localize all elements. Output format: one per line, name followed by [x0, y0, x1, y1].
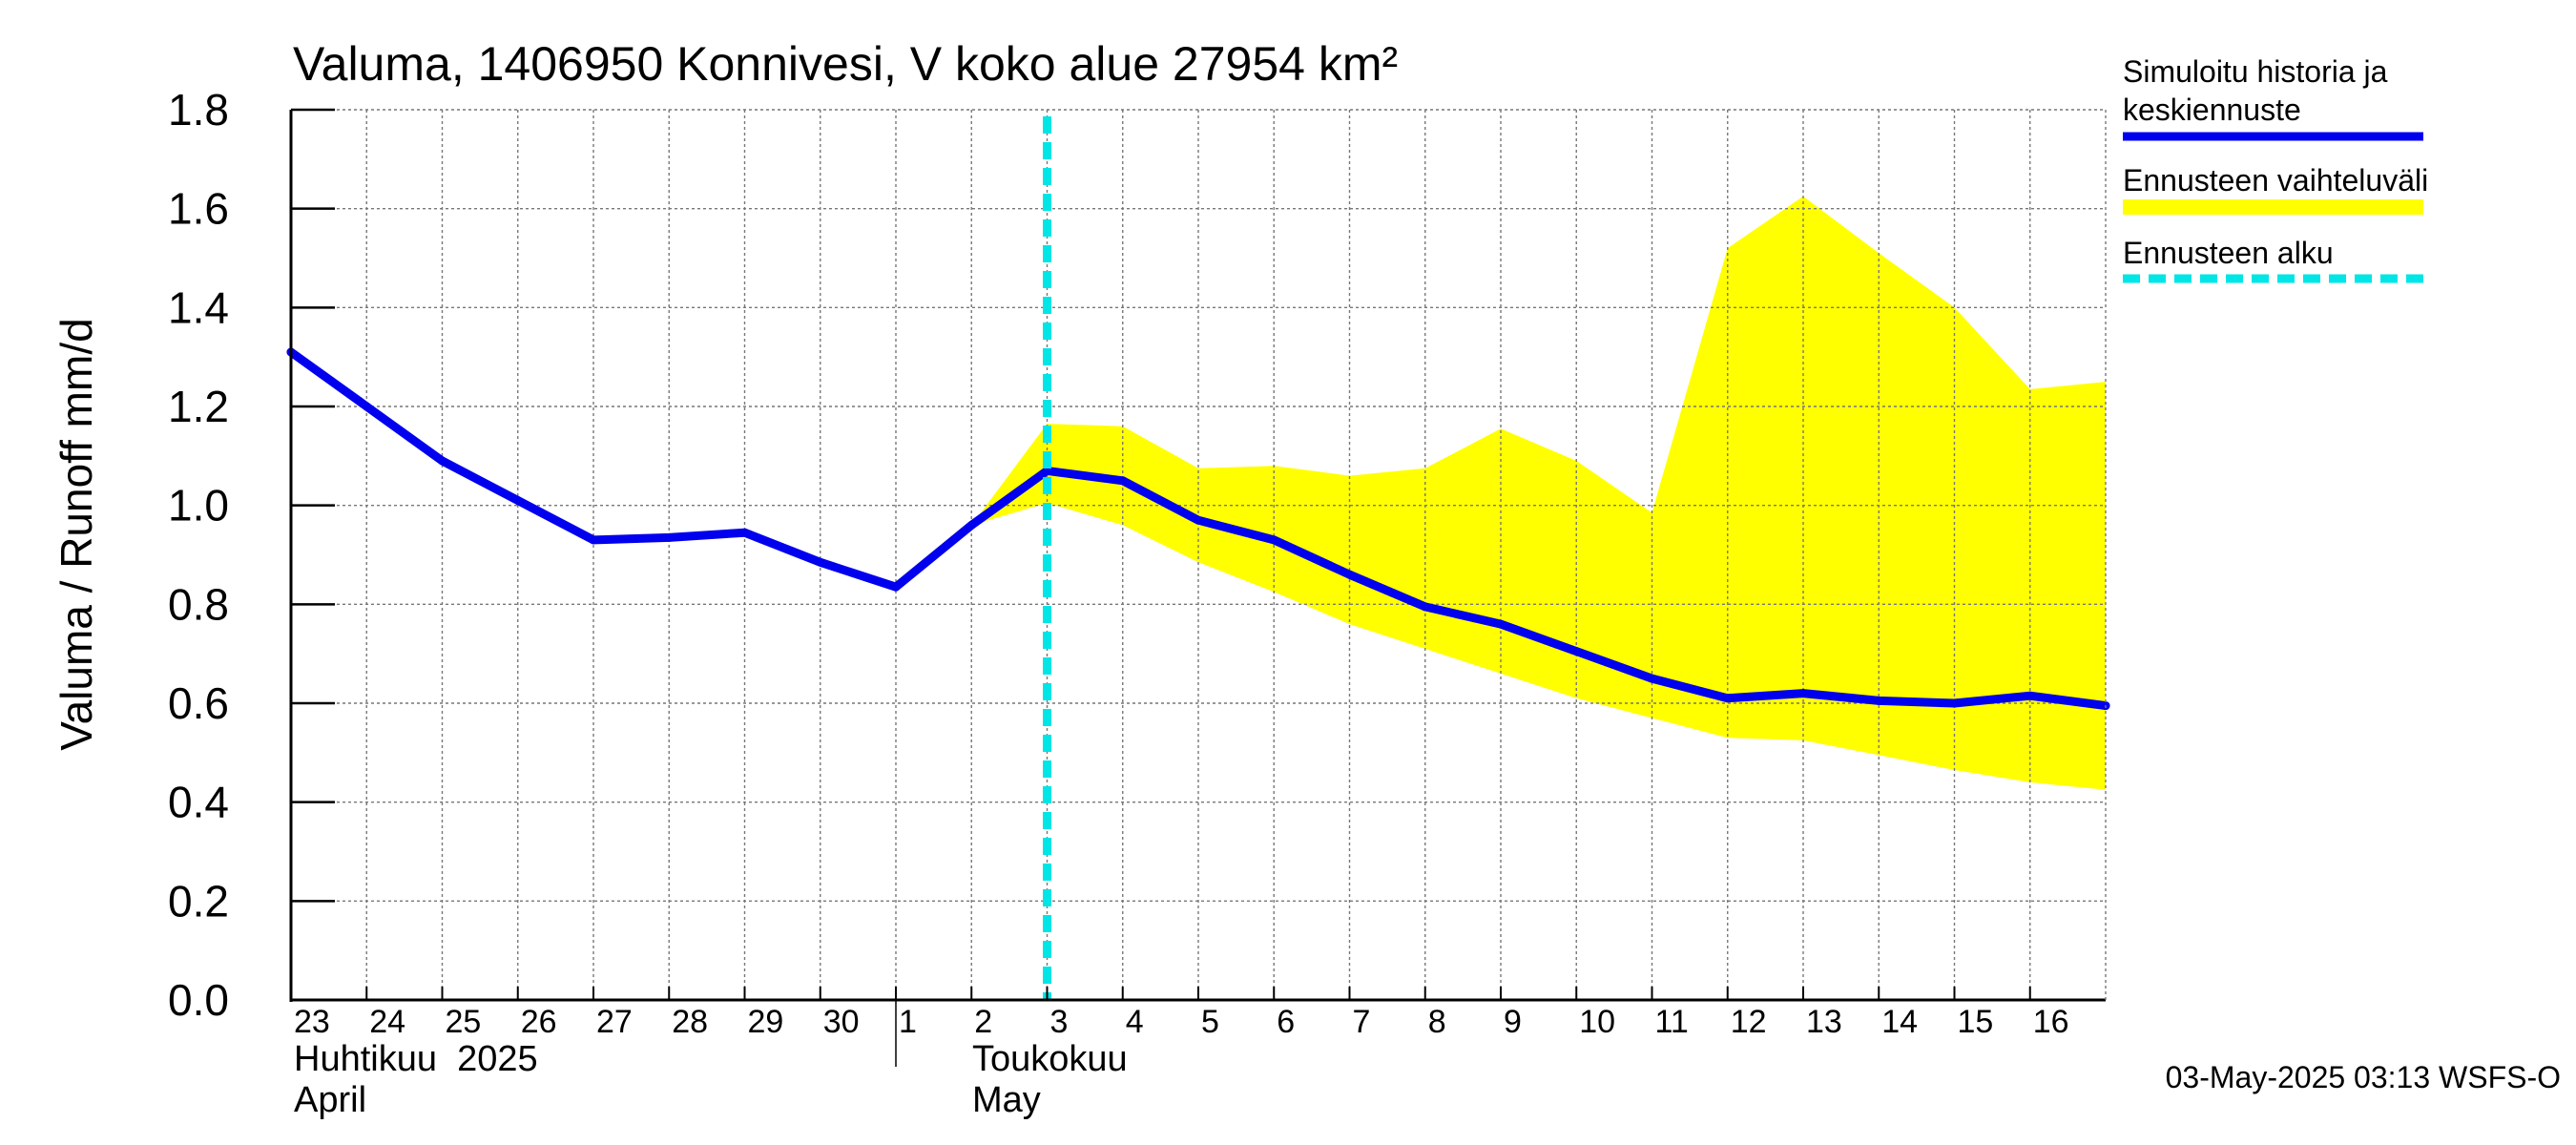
legend-label-mean-line2: keskiennuste: [2123, 93, 2301, 127]
y-tick-label: 0.8: [168, 579, 229, 629]
y-tick-label: 0.2: [168, 876, 229, 926]
x-tick-label: 13: [1806, 1004, 1842, 1040]
x-tick-label: 14: [1881, 1004, 1918, 1040]
x-tick-label: 2: [974, 1004, 992, 1040]
x-tick-label: 25: [446, 1004, 482, 1040]
y-tick-label: 0.4: [168, 778, 229, 827]
x-tick-label: 30: [823, 1004, 860, 1040]
y-tick-label: 1.2: [168, 382, 229, 431]
x-tick-label: 26: [521, 1004, 557, 1040]
x-tick-label: 15: [1958, 1004, 1994, 1040]
y-tick-label: 0.0: [168, 975, 229, 1025]
series-point: [438, 456, 447, 466]
series-point: [1194, 515, 1203, 525]
month-label-april-en: April: [294, 1080, 366, 1120]
axes: 0.00.20.40.60.81.01.21.41.61.823 24 25 26 27…: [168, 85, 2107, 1067]
x-tick-label: 23: [294, 1004, 330, 1040]
x-tick-label: 7: [1353, 1004, 1371, 1040]
series-point: [1648, 674, 1656, 683]
series-point: [1571, 647, 1581, 656]
x-tick-label: 11: [1655, 1004, 1689, 1040]
x-tick-label: 10: [1579, 1004, 1615, 1040]
series-point: [740, 528, 749, 537]
legend-label-forecast-start: Ennusteen alku: [2123, 236, 2334, 270]
series-point: [891, 582, 901, 592]
x-tick-label: 28: [672, 1004, 708, 1040]
series-point: [664, 532, 674, 542]
series-point: [1043, 466, 1051, 475]
series-point: [816, 557, 825, 567]
legend-label-range: Ennusteen vaihteluväli: [2123, 163, 2428, 198]
series-point: [362, 402, 371, 411]
series-point: [2025, 691, 2035, 700]
series-point: [589, 535, 598, 545]
y-tick-label: 0.6: [168, 678, 229, 728]
legend-label-mean-line1: Simuloitu historia ja: [2123, 54, 2388, 89]
month-label-may-fi: Toukokuu: [972, 1039, 1128, 1079]
y-tick-label: 1.6: [168, 184, 229, 234]
series-point: [1950, 698, 1959, 708]
y-tick-label: 1.0: [168, 481, 229, 531]
series-point: [1874, 696, 1883, 705]
x-tick-label: 29: [748, 1004, 784, 1040]
x-tick-label: 5: [1201, 1004, 1219, 1040]
series-point: [1345, 570, 1354, 579]
series-point: [513, 496, 523, 505]
grid: [291, 109, 2106, 1000]
x-tick-label: 6: [1277, 1004, 1295, 1040]
chart-title: Valuma, 1406950 Konnivesi, V koko alue 2…: [293, 37, 1398, 91]
x-tick-label: 24: [369, 1004, 405, 1040]
series-point: [966, 520, 976, 530]
month-label-april-fi: Huhtikuu 2025: [294, 1039, 538, 1079]
forecast-range-band-layer: [971, 196, 2106, 790]
y-tick-label: 1.8: [168, 85, 229, 135]
timestamp-footer: 03-May-2025 03:13 WSFS-O: [2166, 1060, 2561, 1094]
series-point: [1269, 535, 1278, 545]
legend: Simuloitu historia ja keskiennuste Ennus…: [2123, 54, 2428, 283]
month-label-may-en: May: [972, 1080, 1041, 1120]
y-axis-label: Valuma / Runoff mm/d: [52, 318, 101, 750]
x-tick-label: 1: [899, 1004, 917, 1040]
series-point: [1421, 602, 1430, 612]
x-tick-label: 3: [1050, 1004, 1069, 1040]
x-tick-label: 27: [596, 1004, 633, 1040]
x-tick-label: 4: [1126, 1004, 1144, 1040]
series-point: [1798, 689, 1808, 698]
y-tick-label: 1.4: [168, 282, 229, 332]
series-point: [1496, 619, 1506, 629]
x-tick-label: 12: [1731, 1004, 1767, 1040]
series-point: [1118, 476, 1128, 486]
x-tick-label: 9: [1504, 1004, 1522, 1040]
x-tick-label: 16: [2033, 1004, 2069, 1040]
series-point: [1723, 694, 1733, 703]
forecast-range-band: [971, 196, 2106, 790]
x-tick-label: 8: [1428, 1004, 1446, 1040]
